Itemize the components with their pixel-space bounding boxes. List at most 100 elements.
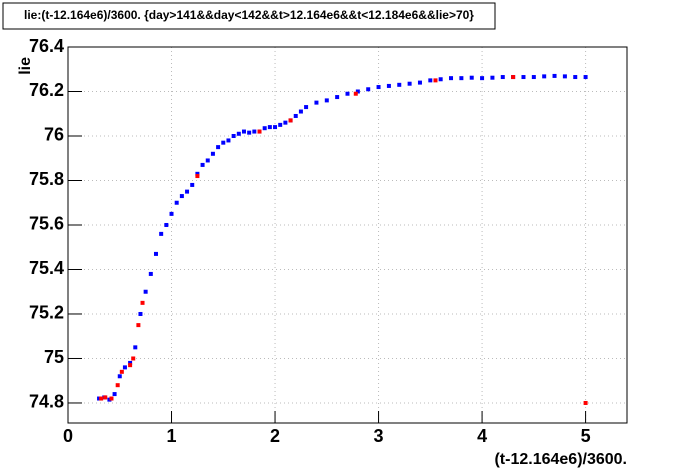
point bbox=[573, 75, 578, 80]
point bbox=[345, 91, 350, 96]
point bbox=[97, 396, 102, 401]
point bbox=[119, 369, 124, 374]
point bbox=[366, 87, 371, 92]
point bbox=[174, 200, 179, 205]
point bbox=[179, 194, 184, 199]
point bbox=[314, 100, 319, 105]
point bbox=[288, 118, 293, 123]
point bbox=[480, 76, 485, 81]
point bbox=[117, 374, 122, 379]
point bbox=[257, 129, 262, 134]
point bbox=[159, 231, 164, 236]
point bbox=[433, 78, 438, 83]
point bbox=[131, 356, 136, 361]
y-tick-label: 76.4 bbox=[29, 36, 64, 56]
point bbox=[353, 91, 358, 96]
point bbox=[355, 89, 360, 94]
point bbox=[143, 289, 148, 294]
point bbox=[216, 145, 221, 150]
point bbox=[449, 76, 454, 81]
point bbox=[109, 396, 114, 401]
point bbox=[195, 174, 200, 179]
point bbox=[231, 133, 236, 138]
y-tick-label: 76 bbox=[44, 125, 64, 145]
y-tick-label: 75.6 bbox=[29, 214, 64, 234]
point bbox=[252, 129, 257, 134]
point bbox=[221, 140, 226, 145]
y-tick-label: 75.8 bbox=[29, 169, 64, 189]
point bbox=[190, 182, 195, 187]
point bbox=[298, 109, 303, 114]
point bbox=[428, 78, 433, 83]
point bbox=[324, 98, 329, 103]
point bbox=[521, 75, 526, 80]
point bbox=[140, 300, 145, 305]
point bbox=[133, 345, 138, 350]
point bbox=[128, 363, 133, 368]
x-axis-title: (t-12.164e6)/3600. bbox=[494, 451, 627, 468]
point bbox=[490, 75, 495, 80]
point bbox=[407, 81, 412, 86]
point bbox=[138, 311, 143, 316]
point bbox=[195, 171, 200, 176]
point bbox=[511, 75, 516, 80]
x-tick-label: 0 bbox=[63, 426, 73, 446]
point bbox=[241, 129, 246, 134]
point bbox=[262, 126, 267, 131]
x-tick-label: 4 bbox=[477, 426, 487, 446]
point bbox=[469, 75, 474, 80]
point bbox=[153, 251, 158, 256]
point bbox=[185, 189, 190, 194]
plot-frame bbox=[68, 47, 627, 423]
point bbox=[115, 383, 120, 388]
point bbox=[335, 95, 340, 100]
point bbox=[542, 74, 547, 79]
point bbox=[247, 130, 252, 135]
y-tick-label: 75.2 bbox=[29, 303, 64, 323]
title-box bbox=[2, 2, 496, 30]
x-tick-label: 2 bbox=[270, 426, 280, 446]
x-tick-label: 3 bbox=[374, 426, 384, 446]
point bbox=[205, 158, 210, 163]
point bbox=[500, 75, 505, 80]
y-tick-label: 74.8 bbox=[29, 392, 64, 412]
point bbox=[236, 131, 241, 136]
x-tick-label: 5 bbox=[581, 426, 591, 446]
point bbox=[267, 125, 272, 130]
point bbox=[438, 77, 443, 82]
chart-title: lie:(t-12.164e6)/3600. {day>141&&day<142… bbox=[24, 8, 474, 22]
point bbox=[304, 105, 309, 110]
point bbox=[531, 75, 536, 80]
point bbox=[278, 122, 283, 127]
point bbox=[583, 75, 588, 80]
point bbox=[169, 211, 174, 216]
point bbox=[293, 113, 298, 118]
point bbox=[136, 323, 141, 328]
x-tick-label: 1 bbox=[167, 426, 177, 446]
point bbox=[122, 365, 127, 370]
y-tick-label: 75.4 bbox=[29, 258, 64, 278]
point bbox=[128, 360, 133, 365]
point bbox=[99, 396, 104, 401]
point bbox=[103, 395, 108, 400]
y-tick-label: 75 bbox=[44, 347, 64, 367]
point bbox=[386, 83, 391, 88]
point bbox=[226, 138, 231, 143]
point bbox=[164, 222, 169, 227]
point bbox=[417, 80, 422, 85]
point bbox=[273, 125, 278, 130]
point bbox=[200, 162, 205, 167]
point bbox=[283, 120, 288, 125]
point bbox=[397, 82, 402, 87]
point bbox=[459, 76, 464, 81]
point bbox=[552, 73, 557, 78]
y-tick-label: 76.2 bbox=[29, 80, 64, 100]
point bbox=[583, 400, 588, 405]
point bbox=[376, 85, 381, 90]
point bbox=[562, 74, 567, 79]
plot-border bbox=[67, 46, 628, 424]
point bbox=[148, 271, 153, 276]
point bbox=[107, 397, 112, 402]
point bbox=[210, 151, 215, 156]
